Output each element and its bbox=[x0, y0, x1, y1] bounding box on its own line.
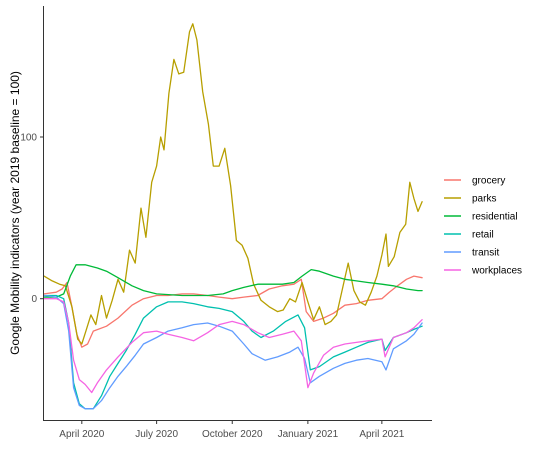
series-line-parks bbox=[43, 23, 423, 345]
legend-label-workplaces: workplaces bbox=[471, 266, 522, 277]
x-tick-label: October 2020 bbox=[202, 429, 263, 440]
x-tick-label: January 2021 bbox=[278, 429, 339, 440]
y-axis-title: Google Mobility indicators (year 2019 ba… bbox=[8, 71, 22, 355]
y-tick-label: 100 bbox=[20, 132, 37, 143]
legend-label-residential: residential bbox=[472, 212, 518, 223]
legend-item-parks: parks bbox=[444, 194, 496, 205]
legend-label-grocery: grocery bbox=[472, 176, 505, 187]
x-tick-label: April 2020 bbox=[59, 429, 104, 440]
legend-item-grocery: grocery bbox=[444, 176, 505, 187]
legend-item-transit: transit bbox=[444, 248, 499, 259]
legend-label-retail: retail bbox=[472, 230, 494, 241]
legend-label-transit: transit bbox=[472, 248, 499, 259]
axes bbox=[43, 6, 432, 421]
series-line-workplaces bbox=[43, 298, 423, 394]
x-tick-label: July 2020 bbox=[135, 429, 178, 440]
legend-item-retail: retail bbox=[444, 230, 494, 241]
legend: grocery parks residential retail transit work… bbox=[444, 176, 522, 277]
series-line-transit bbox=[43, 294, 423, 410]
legend-item-workplaces: workplaces bbox=[444, 266, 522, 277]
legend-label-parks: parks bbox=[472, 194, 496, 205]
series-line-retail bbox=[43, 294, 423, 410]
series-line-grocery bbox=[43, 275, 423, 348]
x-tick-label: April 2021 bbox=[359, 429, 404, 440]
series-lines bbox=[43, 23, 423, 410]
legend-item-residential: residential bbox=[444, 212, 518, 223]
y-tick-label: 0 bbox=[31, 294, 37, 305]
series-line-residential bbox=[43, 264, 423, 298]
y-ticks: 0 100 bbox=[20, 132, 43, 305]
x-ticks: April 2020 July 2020 October 2020 January 2… bbox=[59, 421, 405, 440]
